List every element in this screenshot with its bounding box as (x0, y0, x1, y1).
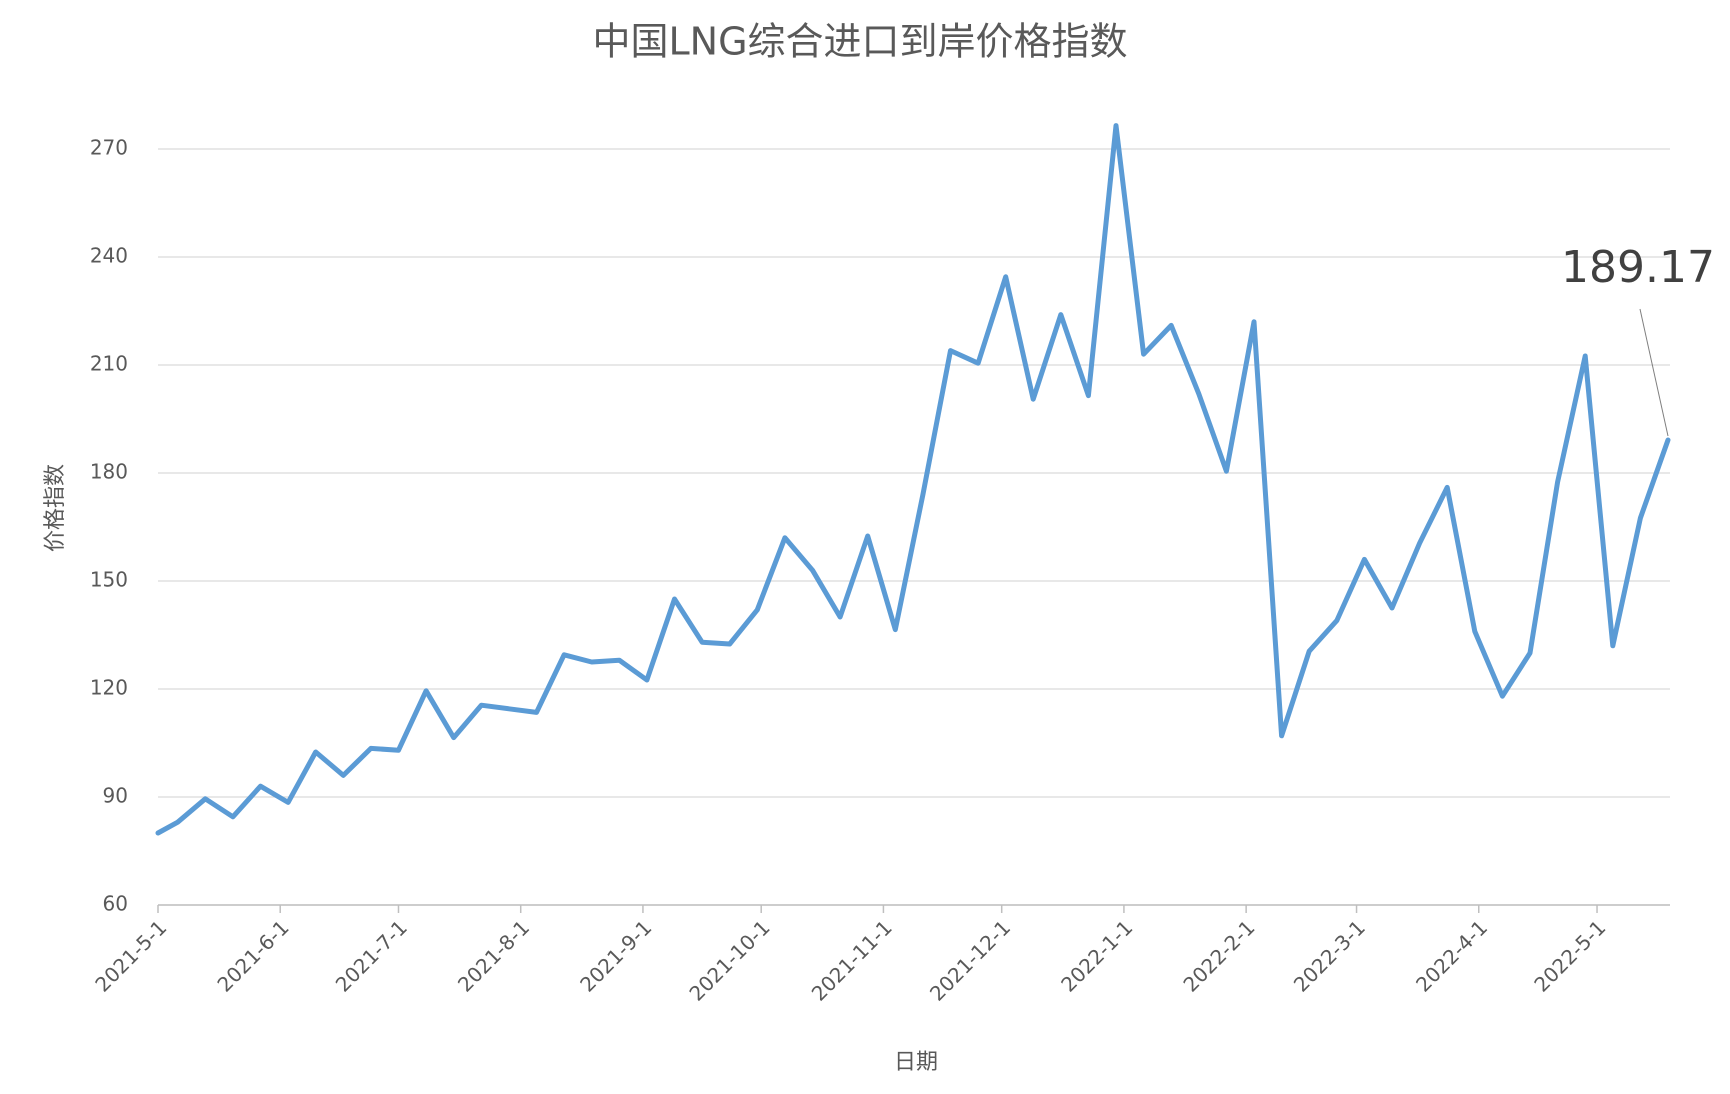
x-tick-label: 2022-2-1 (1178, 915, 1259, 996)
y-tick-label: 180 (90, 460, 128, 484)
y-tick-label: 60 (103, 892, 128, 916)
x-tick-label: 2022-4-1 (1411, 915, 1492, 996)
x-tick-label: 2021-10-1 (684, 915, 774, 1005)
x-tick-label: 2021-7-1 (331, 915, 412, 996)
label-leader (1639, 308, 1669, 437)
x-tick-label: 2022-5-1 (1529, 915, 1610, 996)
x-tick-label: 2021-12-1 (925, 915, 1015, 1005)
x-tick-label: 2021-11-1 (807, 915, 897, 1005)
x-tick-label: 2022-3-1 (1289, 915, 1370, 996)
x-axis-title: 日期 (894, 1050, 938, 1075)
y-tick-label: 90 (103, 784, 128, 808)
x-tick-label: 2021-8-1 (453, 915, 534, 996)
y-tick-label: 150 (90, 568, 128, 592)
data-line (155, 123, 1671, 836)
x-tick-label: 2021-6-1 (212, 915, 293, 996)
x-tick-label: 2022-1-1 (1056, 915, 1137, 996)
y-axis-title: 价格指数 (43, 464, 68, 552)
data-label: 189.17 (1561, 242, 1715, 293)
x-tick-label: 2021-9-1 (575, 915, 656, 996)
y-tick-label: 240 (90, 244, 128, 268)
x-tick-label: 2021-5-1 (90, 915, 171, 996)
y-tick-label: 270 (90, 136, 128, 160)
chart-title: 中国LNG综合进口到岸价格指数 (592, 20, 1127, 64)
y-tick-label: 120 (90, 676, 128, 700)
y-tick-label: 210 (90, 352, 128, 376)
